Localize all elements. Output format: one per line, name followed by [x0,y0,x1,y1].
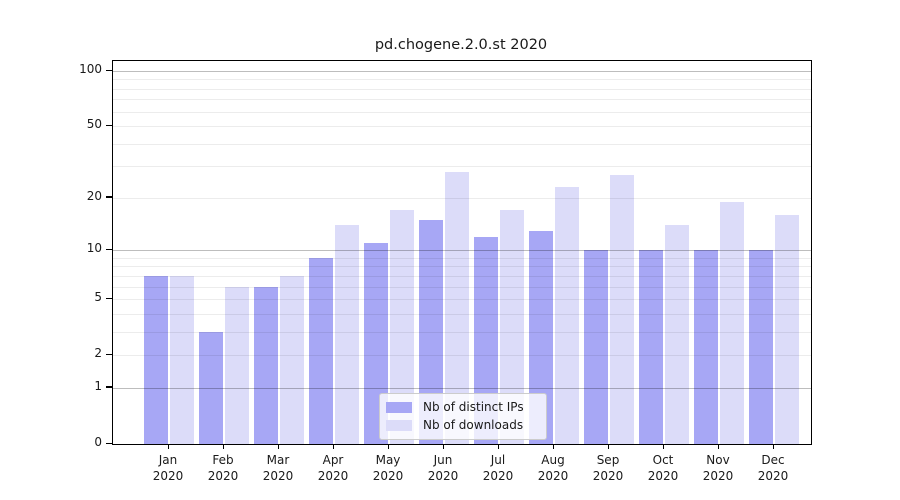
bar-nb-of-downloads-aug-2020 [555,187,579,444]
bar-nb-of-distinct-ips-mar-2020 [254,286,278,444]
y-tick-mark-100 [106,69,112,71]
y-tick-label-50: 50 [86,117,102,132]
gridline-30 [113,166,811,168]
x-tick-label-apr-2020: Apr 2020 [317,453,349,483]
bar-nb-of-downloads-apr-2020 [335,225,359,444]
bar-nb-of-downloads-mar-2020 [280,275,304,444]
y-tick-label-5: 5 [94,290,102,305]
bar-nb-of-downloads-oct-2020 [665,225,689,444]
x-tick-mark-dec-2020 [772,444,774,449]
y-tick-mark-0 [106,442,112,444]
chart-title: pd.chogene.2.0.st 2020 [374,37,548,53]
x-tick-label-oct-2020: Oct 2020 [647,453,679,483]
bar-nb-of-distinct-ips-jan-2020 [144,275,168,444]
x-tick-mark-jul-2020 [497,444,499,449]
x-tick-label-feb-2020: Feb 2020 [207,453,239,483]
legend-item-downloads: Nb of downloads [386,417,538,433]
y-tick-label-0: 0 [94,435,102,449]
x-tick-label-sep-2020: Sep 2020 [592,453,624,483]
legend-label-distinct-ips: Nb of distinct IPs [423,400,524,414]
x-tick-mark-aug-2020 [552,444,554,449]
bar-nb-of-distinct-ips-nov-2020 [694,250,718,444]
bar-nb-of-downloads-nov-2020 [720,201,744,444]
y-tick-label-1: 1 [94,378,102,393]
legend-swatch-downloads-icon [386,419,412,431]
gridline-70 [113,99,811,101]
x-tick-mark-oct-2020 [662,444,664,449]
legend-label-downloads: Nb of downloads [423,418,524,432]
y-tick-label-100: 100 [79,62,102,76]
y-tick-mark-2 [106,353,112,355]
y-tick-mark-5 [106,297,112,299]
x-tick-mark-mar-2020 [277,444,279,449]
bar-nb-of-distinct-ips-dec-2020 [749,250,773,444]
x-tick-label-jun-2020: Jun 2020 [427,453,459,483]
bar-nb-of-distinct-ips-apr-2020 [309,257,333,444]
gridline-50 [113,126,811,128]
y-tick-mark-10 [106,248,112,250]
x-tick-mark-may-2020 [387,444,389,449]
x-tick-mark-jan-2020 [167,444,169,449]
bar-nb-of-distinct-ips-oct-2020 [639,250,663,444]
x-tick-label-may-2020: May 2020 [372,453,404,483]
bar-nb-of-distinct-ips-sep-2020 [584,250,608,444]
gridline-100 [113,71,811,72]
legend-item-distinct-ips: Nb of distinct IPs [386,399,538,415]
x-tick-label-aug-2020: Aug 2020 [537,453,569,483]
bar-nb-of-downloads-feb-2020 [225,286,249,444]
legend: Nb of distinct IPs Nb of downloads [379,393,547,440]
x-tick-mark-sep-2020 [607,444,609,449]
x-tick-label-jul-2020: Jul 2020 [482,453,514,483]
x-tick-label-nov-2020: Nov 2020 [702,453,734,483]
y-tick-label-10: 10 [86,241,102,256]
y-tick-mark-50 [106,124,112,127]
x-tick-label-mar-2020: Mar 2020 [262,453,294,483]
x-tick-mark-nov-2020 [717,444,719,449]
gridline-60 [113,111,811,113]
y-tick-label-2: 2 [94,346,102,361]
bar-nb-of-downloads-sep-2020 [610,174,634,444]
x-tick-mark-feb-2020 [222,444,224,449]
y-tick-label-20: 20 [86,188,102,203]
x-tick-mark-jun-2020 [442,444,444,449]
gridline-80 [113,88,811,90]
gridline-40 [113,143,811,145]
gridline-90 [113,79,811,81]
y-tick-mark-1 [106,386,112,388]
y-tick-mark-20 [106,196,112,198]
bar-nb-of-distinct-ips-feb-2020 [199,331,223,444]
x-tick-label-dec-2020: Dec 2020 [757,453,789,483]
x-tick-mark-apr-2020 [332,444,334,449]
bar-nb-of-downloads-jan-2020 [170,275,194,444]
x-tick-label-jan-2020: Jan 2020 [152,453,184,483]
plot-area [112,60,812,445]
legend-swatch-distinct-ips-icon [386,401,412,413]
bar-nb-of-downloads-dec-2020 [775,215,799,444]
